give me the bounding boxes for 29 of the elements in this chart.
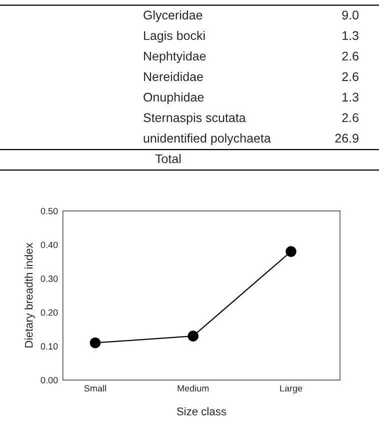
data-label: 9.0 — [342, 10, 359, 20]
point — [188, 330, 198, 342]
point — [90, 337, 101, 348]
x-tick-label: Medium — [178, 384, 209, 392]
x-tick-label: Small — [84, 384, 106, 392]
y-tick-label: 0.40 — [40, 242, 58, 248]
data-label: 26.9 — [335, 134, 358, 143]
y-axis-title: Dietary breadth index — [24, 242, 35, 348]
y-tick-label: 0.10 — [40, 343, 58, 350]
point — [286, 246, 296, 257]
category-label: Lagis bocki — [144, 30, 205, 42]
category-label: Glyceridae — [144, 10, 202, 22]
category-label: Nereididae — [144, 72, 203, 82]
category-label: Nephtyidae — [144, 51, 206, 64]
category-label: Sternaspis scutata — [144, 112, 246, 125]
category-label: Onuphidae — [144, 92, 204, 104]
data-label: 1.3 — [342, 92, 358, 102]
x-axis-title: Size class — [176, 407, 226, 416]
y-tick-label: 0.20 — [40, 309, 58, 316]
category-label: unidentified polychaeta — [144, 133, 271, 146]
category-label: Total — [155, 154, 181, 164]
y-tick-label: 0.30 — [40, 276, 58, 282]
data-label: 2.6 — [342, 52, 358, 61]
x-tick-label: Large — [280, 385, 302, 394]
data-label: 2.6 — [342, 72, 358, 82]
data-label: 1.3 — [342, 31, 358, 40]
data-label: 2.6 — [342, 113, 358, 122]
y-tick-label: 0.00 — [40, 376, 58, 384]
y-tick-label: 0.50 — [40, 208, 58, 214]
